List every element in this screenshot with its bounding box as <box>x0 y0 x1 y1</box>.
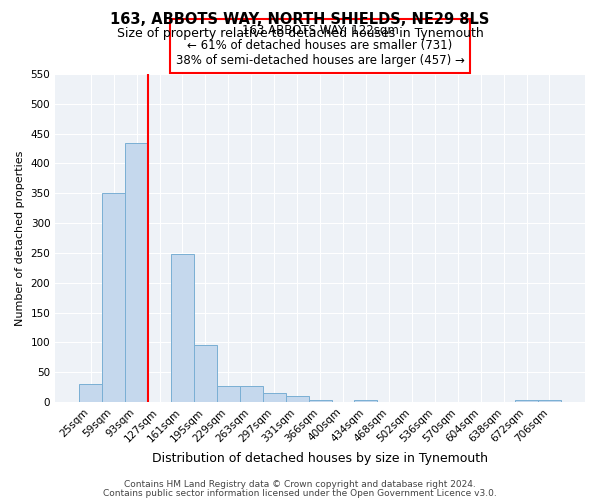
Bar <box>240 386 263 402</box>
Bar <box>79 384 102 402</box>
Text: Size of property relative to detached houses in Tynemouth: Size of property relative to detached ho… <box>116 28 484 40</box>
Bar <box>308 400 332 402</box>
Bar <box>125 142 148 402</box>
Bar <box>286 396 308 402</box>
Bar <box>194 346 217 402</box>
X-axis label: Distribution of detached houses by size in Tynemouth: Distribution of detached houses by size … <box>152 452 488 465</box>
Text: 163 ABBOTS WAY: 122sqm
← 61% of detached houses are smaller (731)
38% of semi-de: 163 ABBOTS WAY: 122sqm ← 61% of detached… <box>176 24 464 68</box>
Bar <box>102 194 125 402</box>
Text: 163, ABBOTS WAY, NORTH SHIELDS, NE29 8LS: 163, ABBOTS WAY, NORTH SHIELDS, NE29 8LS <box>110 12 490 28</box>
Bar <box>538 400 561 402</box>
Text: Contains public sector information licensed under the Open Government Licence v3: Contains public sector information licen… <box>103 488 497 498</box>
Bar <box>217 386 240 402</box>
Y-axis label: Number of detached properties: Number of detached properties <box>15 150 25 326</box>
Bar <box>263 393 286 402</box>
Text: Contains HM Land Registry data © Crown copyright and database right 2024.: Contains HM Land Registry data © Crown c… <box>124 480 476 489</box>
Bar <box>355 400 377 402</box>
Bar <box>515 400 538 402</box>
Bar <box>171 254 194 402</box>
